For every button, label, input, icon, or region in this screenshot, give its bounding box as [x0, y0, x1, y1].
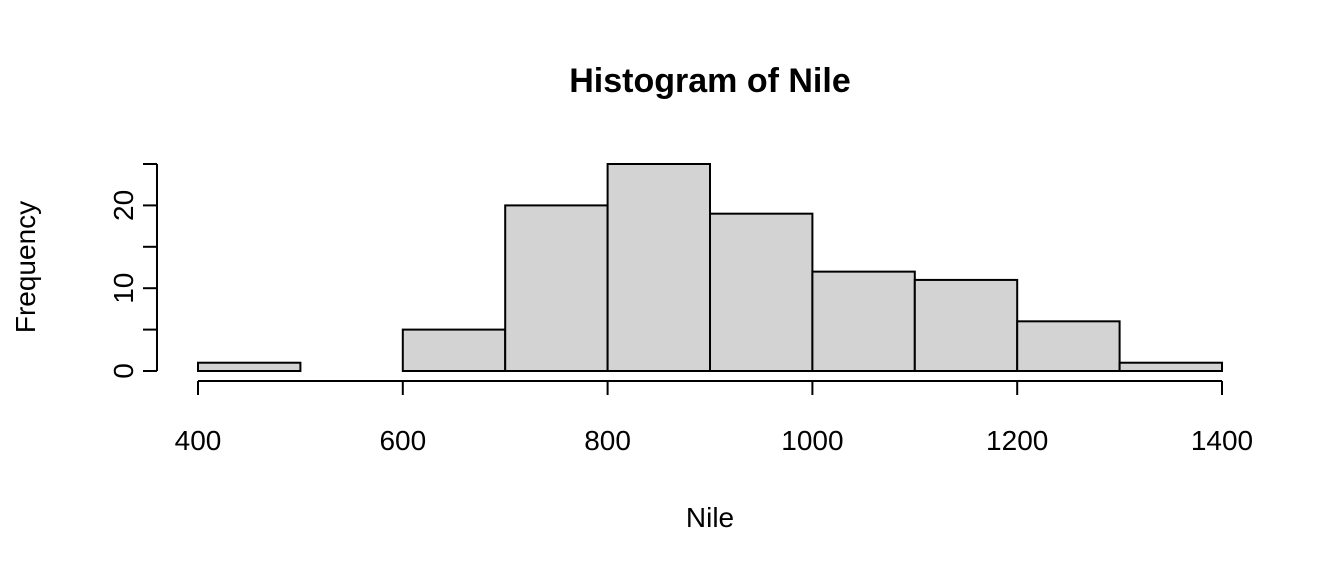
x-tick-label: 800: [584, 425, 631, 456]
histogram-bar: [197, 361, 302, 373]
y-tick-label: 20: [108, 190, 139, 221]
bars: [197, 163, 1223, 373]
histogram-bar: [1118, 361, 1223, 373]
x-tick-label: 1000: [781, 425, 843, 456]
x-tick-label: 400: [175, 425, 222, 456]
x-tick-label: 1200: [986, 425, 1048, 456]
histogram-bar: [811, 270, 916, 373]
x-tick-label: 1400: [1191, 425, 1253, 456]
x-axis-label: Nile: [686, 502, 734, 533]
histogram-bar: [1016, 320, 1121, 373]
histogram-bar: [401, 328, 507, 373]
x-axis: 400 600 800 1000 1200 1400: [175, 380, 1253, 456]
histogram-bar: [913, 278, 1019, 373]
y-axis: 0 10 20: [108, 163, 158, 379]
y-tick-label: 10: [108, 273, 139, 304]
chart-title: Histogram of Nile: [569, 62, 850, 100]
y-tick-label: 0: [108, 363, 139, 379]
histogram-bar: [709, 212, 814, 372]
y-axis-label: Frequency: [10, 201, 41, 333]
histogram-bar: [606, 163, 711, 372]
histogram-bar: [504, 204, 609, 372]
x-tick-label: 600: [379, 425, 426, 456]
